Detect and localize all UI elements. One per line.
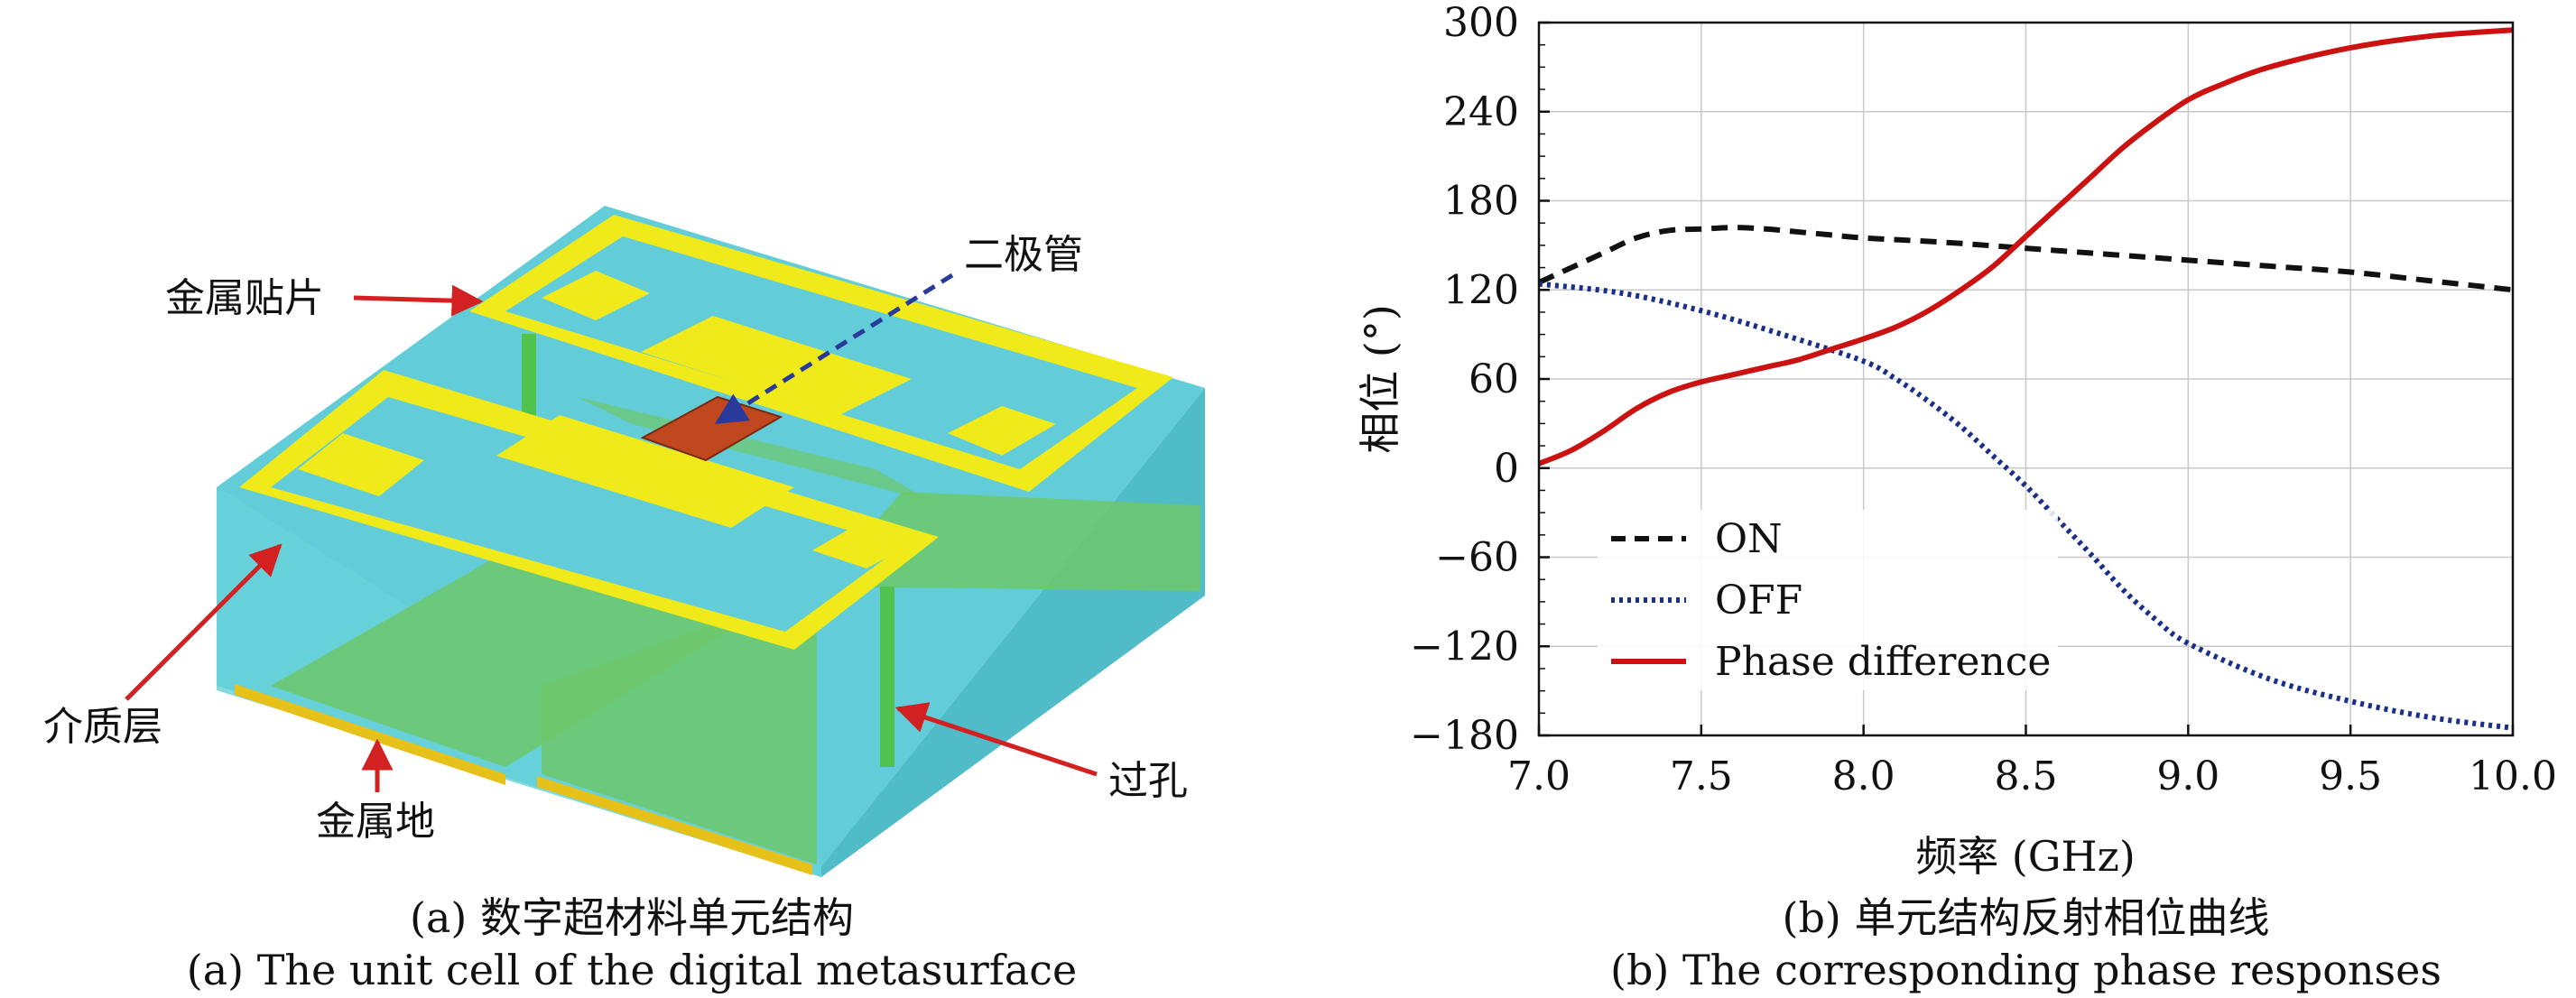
legend-label-phase-difference: Phase difference [1715,639,2051,685]
diode-arrow [715,273,954,425]
y-tick-label: 60 [1469,356,1519,402]
x-tick-label: 10.0 [2469,753,2557,799]
y-tick-label: 180 [1443,179,1519,225]
patch-front [239,370,939,650]
x-axis-label: 频率 (GHz) [1915,832,2136,881]
unit-cell-illustration: 金属贴片 二极管 介质层 金属地 过孔 [43,206,1205,877]
x-tick-label: 9.5 [2319,753,2382,799]
via-right [880,587,894,767]
via-arrow [894,702,1098,777]
patch-arrow [353,284,484,317]
y-tick-label: 240 [1443,89,1519,135]
caption-b-en: (b) The corresponding phase responses [1610,946,2442,994]
x-tick-label: 7.0 [1507,753,1571,799]
ground-label: 金属地 [316,799,435,845]
via-left [522,334,536,424]
via-label: 过孔 [1108,758,1188,804]
y-tick-label: 0 [1494,446,1519,492]
substrate-arrow [125,543,283,701]
series-line-on [1537,225,2514,293]
caption-b-cn: (b) 单元结构反射相位曲线 [1782,893,2270,942]
caption-a-cn: (a) 数字超材料单元结构 [410,893,854,942]
y-tick-label: 120 [1443,267,1519,313]
x-tick-label: 7.5 [1670,753,1733,799]
patch-label: 金属贴片 [165,275,324,321]
chart-legend: ON OFF Phase difference [1598,510,2058,690]
x-tick-label: 8.0 [1832,753,1895,799]
x-tick-label: 8.5 [1995,753,2058,799]
patch-back [469,215,1173,492]
caption-a-en: (a) The unit cell of the digital metasur… [186,946,1078,994]
y-tick-label: −180 [1410,713,1519,759]
y-tick-label: 300 [1443,0,1519,46]
substrate-label: 介质层 [43,704,162,750]
y-axis-label: 相位 (°) [1356,304,1404,454]
chart-ticks: 7.0 7.5 8.0 8.5 9.0 9.5 10.0 −180 −120 −60 0 60 120 1… [1410,0,2557,799]
x-tick-label: 9.0 [2156,753,2219,799]
chart-series [1537,27,2514,731]
series-line-phase-difference [1537,27,2514,467]
diode-label: 二极管 [964,232,1083,278]
legend-label-off: OFF [1715,578,1802,624]
y-tick-label: −60 [1435,535,1519,581]
legend-label-on: ON [1715,516,1783,562]
y-tick-label: −120 [1410,624,1519,670]
series-line-off [1538,281,2514,731]
